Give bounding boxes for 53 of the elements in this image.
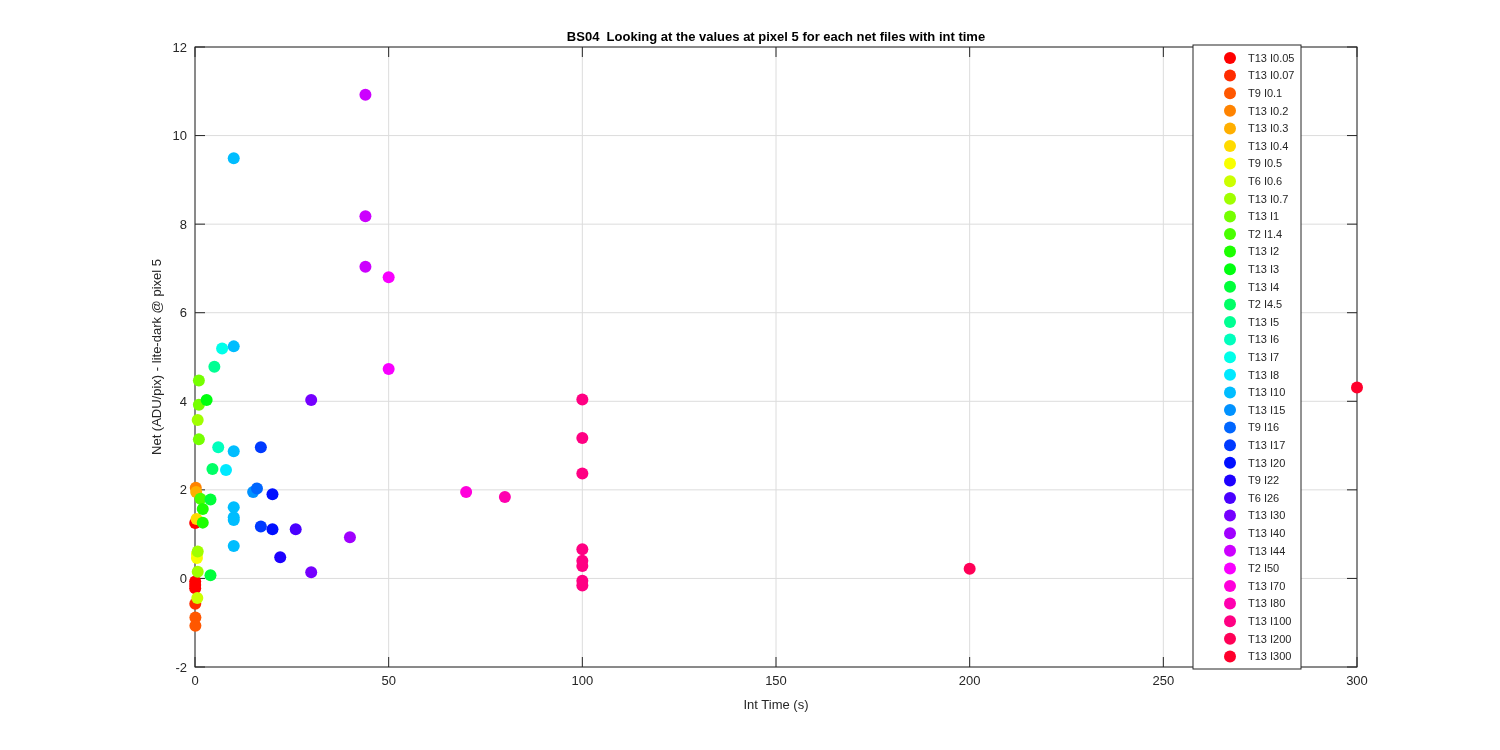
y-tick-label: 10 — [172, 128, 187, 144]
legend-label: T13 I0.2 — [1248, 104, 1289, 117]
legend-label: T13 I70 — [1248, 579, 1286, 592]
legend-label: T2 I1.4 — [1248, 227, 1283, 240]
legend-label: T13 I0.3 — [1248, 122, 1289, 135]
legend-label: T2 I50 — [1248, 562, 1280, 575]
legend-label: T13 I2 — [1248, 245, 1280, 258]
y-tick-label: 0 — [179, 570, 187, 586]
legend-label: T13 I4 — [1248, 280, 1280, 293]
x-tick-label: 250 — [1152, 673, 1175, 688]
legend-label: T13 I0.7 — [1248, 192, 1289, 205]
legend-label: T13 I30 — [1248, 509, 1286, 522]
legend-label: T13 I40 — [1248, 527, 1286, 540]
legend-label: T13 I5 — [1248, 315, 1280, 328]
legend-label: T13 I6 — [1248, 333, 1280, 346]
x-tick-label: 150 — [765, 673, 787, 688]
legend-label: T13 I7 — [1248, 351, 1280, 364]
legend-label: T9 I0.1 — [1248, 87, 1283, 100]
legend-label: T13 I15 — [1248, 403, 1286, 416]
legend-label: T13 I17 — [1248, 439, 1286, 452]
y-tick-label: 4 — [179, 393, 187, 409]
legend-label: T13 I200 — [1248, 632, 1292, 645]
y-tick-label: 2 — [179, 482, 187, 498]
legend-label: T13 I10 — [1248, 386, 1286, 399]
legend-label: T13 I300 — [1248, 650, 1292, 663]
y-tick-label: 8 — [179, 216, 187, 232]
legend-label: T13 I0.05 — [1248, 51, 1295, 64]
legend-label: T13 I8 — [1248, 368, 1280, 381]
legend-label: T6 I0.6 — [1248, 175, 1283, 188]
y-tick-label: 12 — [172, 39, 187, 55]
legend-label: T13 I3 — [1248, 263, 1280, 276]
legend-label: T13 I0.07 — [1248, 69, 1295, 82]
legend-label: T13 I1 — [1248, 210, 1280, 223]
legend-label: T9 I0.5 — [1248, 157, 1283, 170]
x-axis-title: Int Time (s) — [743, 697, 809, 712]
y-tick-label: -2 — [175, 659, 187, 675]
x-tick-label: 300 — [1346, 673, 1368, 688]
chart-title: BS04 Looking at the values at pixel 5 for each net files with int time — [566, 29, 986, 44]
legend-label: T13 I20 — [1248, 456, 1286, 469]
legend-label: T13 I80 — [1248, 597, 1286, 610]
legend-label: T6 I26 — [1248, 491, 1280, 504]
x-tick-label: 200 — [958, 673, 981, 688]
legend-label: T13 I44 — [1248, 544, 1286, 557]
legend-label: T13 I100 — [1248, 615, 1292, 628]
legend-label: T9 I16 — [1248, 421, 1280, 434]
y-axis-title: Net (ADU/pix) - lite-dark @ pixel 5 — [149, 259, 164, 455]
legend-label: T9 I22 — [1248, 474, 1280, 487]
legend-label: T13 I0.4 — [1248, 139, 1289, 152]
x-tick-label: 0 — [191, 673, 199, 688]
x-tick-label: 100 — [571, 673, 594, 688]
legend-label: T2 I4.5 — [1248, 298, 1283, 311]
x-tick-label: 50 — [381, 673, 396, 688]
y-tick-label: 6 — [179, 305, 187, 321]
